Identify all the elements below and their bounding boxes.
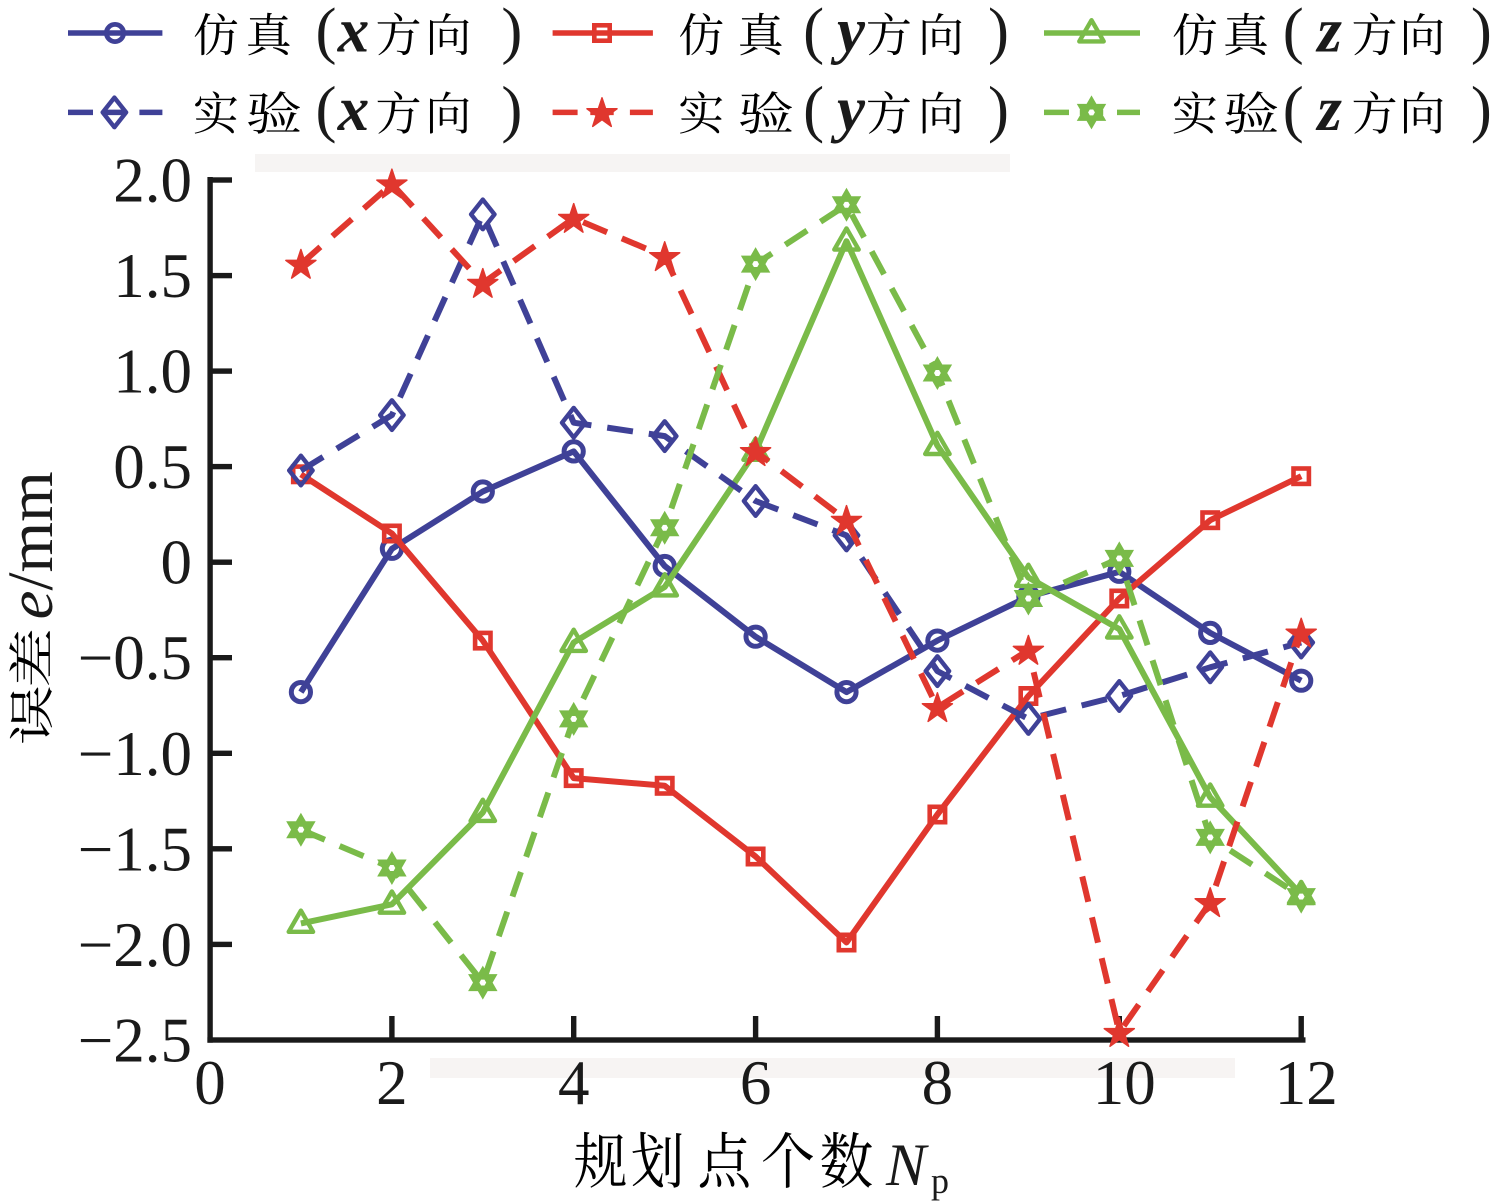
svg-text:(: ( <box>316 0 337 66</box>
svg-text:0: 0 <box>161 528 193 598</box>
svg-text:): ) <box>988 0 1009 66</box>
svg-text:z: z <box>1315 0 1342 66</box>
svg-text:8: 8 <box>922 1048 954 1118</box>
svg-text:1.5: 1.5 <box>113 241 192 311</box>
svg-text:0: 0 <box>194 1048 226 1118</box>
svg-text:4: 4 <box>558 1048 590 1118</box>
svg-text:p: p <box>931 1161 949 1201</box>
svg-text:2.0: 2.0 <box>113 146 192 216</box>
svg-text:10: 10 <box>1093 1048 1156 1118</box>
svg-text:): ) <box>1471 74 1492 144</box>
svg-text:−2.0: −2.0 <box>78 910 192 980</box>
svg-text:(: ( <box>803 0 824 66</box>
svg-text:(: ( <box>803 74 824 144</box>
svg-text:1.0: 1.0 <box>113 337 192 407</box>
svg-text:z: z <box>1315 74 1342 144</box>
svg-text:6: 6 <box>740 1048 772 1118</box>
svg-text:2: 2 <box>376 1048 408 1118</box>
svg-text:12: 12 <box>1275 1048 1338 1118</box>
svg-text:0.5: 0.5 <box>113 432 192 502</box>
svg-text:e/mm: e/mm <box>0 471 67 619</box>
svg-text:x: x <box>337 74 370 144</box>
svg-text:): ) <box>501 74 522 144</box>
svg-text:x: x <box>337 0 370 66</box>
svg-text:−2.5: −2.5 <box>78 1005 192 1075</box>
svg-text:): ) <box>1471 0 1492 66</box>
svg-text:N: N <box>885 1132 929 1198</box>
svg-text:(: ( <box>316 74 337 144</box>
svg-text:): ) <box>501 0 522 66</box>
svg-text:−1.0: −1.0 <box>78 719 192 789</box>
svg-text:(: ( <box>1283 74 1304 144</box>
svg-text:): ) <box>988 74 1009 144</box>
svg-text:−0.5: −0.5 <box>78 623 192 693</box>
svg-text:−1.5: −1.5 <box>78 814 192 884</box>
svg-text:(: ( <box>1283 0 1304 66</box>
